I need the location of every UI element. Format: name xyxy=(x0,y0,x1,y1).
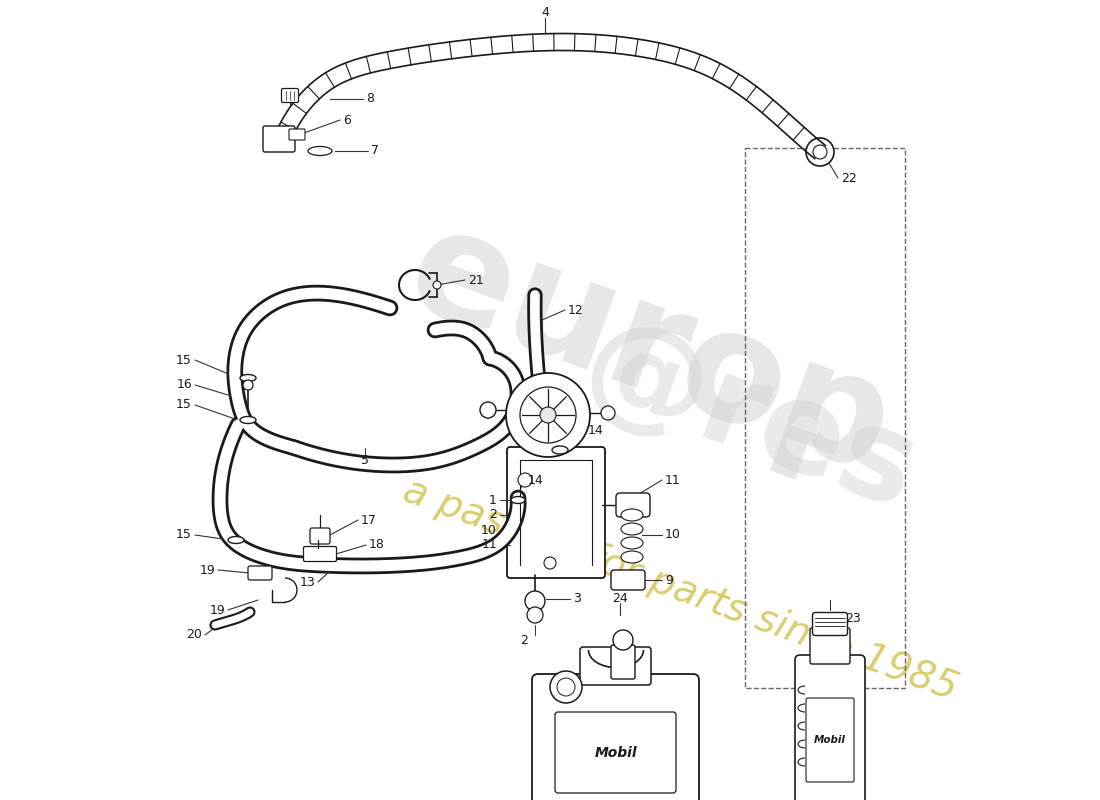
Text: 14: 14 xyxy=(528,474,543,486)
Text: 10: 10 xyxy=(481,523,497,537)
Text: europ: europ xyxy=(388,194,912,506)
Circle shape xyxy=(518,473,532,487)
Text: 14: 14 xyxy=(588,423,604,437)
FancyBboxPatch shape xyxy=(289,129,305,140)
Text: 8: 8 xyxy=(366,93,374,106)
Text: 15: 15 xyxy=(176,529,192,542)
Text: 15: 15 xyxy=(176,398,192,411)
Circle shape xyxy=(540,407,556,423)
Circle shape xyxy=(525,591,544,611)
Text: a passion for parts since 1985: a passion for parts since 1985 xyxy=(397,472,962,708)
FancyBboxPatch shape xyxy=(610,645,635,679)
Circle shape xyxy=(813,145,827,159)
Text: 22: 22 xyxy=(842,171,857,185)
FancyBboxPatch shape xyxy=(532,674,698,800)
Text: 19: 19 xyxy=(199,563,214,577)
FancyBboxPatch shape xyxy=(263,126,295,152)
Circle shape xyxy=(806,138,834,166)
FancyBboxPatch shape xyxy=(556,712,676,793)
Text: 1: 1 xyxy=(490,494,497,506)
Text: 9: 9 xyxy=(666,574,673,586)
Text: 5: 5 xyxy=(361,454,368,466)
Circle shape xyxy=(544,557,556,569)
FancyBboxPatch shape xyxy=(282,89,298,102)
Text: Mobil: Mobil xyxy=(595,746,637,760)
Circle shape xyxy=(243,380,253,390)
Text: 4: 4 xyxy=(541,6,549,18)
FancyBboxPatch shape xyxy=(806,698,854,782)
FancyBboxPatch shape xyxy=(507,447,605,578)
Text: 17: 17 xyxy=(361,514,377,526)
FancyBboxPatch shape xyxy=(580,647,651,685)
FancyBboxPatch shape xyxy=(310,528,330,544)
Text: 24: 24 xyxy=(612,591,628,605)
Circle shape xyxy=(601,406,615,420)
Ellipse shape xyxy=(240,374,256,382)
Text: 19: 19 xyxy=(209,603,226,617)
Text: 16: 16 xyxy=(176,378,192,391)
Text: @res: @res xyxy=(566,304,933,536)
Ellipse shape xyxy=(228,537,244,543)
Text: 23: 23 xyxy=(845,611,860,625)
Ellipse shape xyxy=(621,551,643,563)
Text: 15: 15 xyxy=(176,354,192,366)
Text: 10: 10 xyxy=(666,529,681,542)
Text: 3: 3 xyxy=(573,593,581,606)
Circle shape xyxy=(506,373,590,457)
Circle shape xyxy=(433,281,441,289)
Text: 2: 2 xyxy=(490,509,497,522)
FancyBboxPatch shape xyxy=(813,613,847,635)
Text: 13: 13 xyxy=(299,575,315,589)
Circle shape xyxy=(613,630,632,650)
Text: 20: 20 xyxy=(186,629,202,642)
Ellipse shape xyxy=(240,417,256,423)
FancyBboxPatch shape xyxy=(795,655,865,800)
FancyBboxPatch shape xyxy=(304,546,337,562)
Text: Mobil: Mobil xyxy=(814,735,846,745)
Circle shape xyxy=(480,402,496,418)
Circle shape xyxy=(520,387,576,443)
Ellipse shape xyxy=(308,146,332,155)
FancyBboxPatch shape xyxy=(248,566,272,580)
Circle shape xyxy=(527,607,543,623)
Ellipse shape xyxy=(512,497,525,503)
Text: 2: 2 xyxy=(520,634,528,646)
Text: 11: 11 xyxy=(666,474,681,486)
Circle shape xyxy=(557,678,575,696)
Text: 7: 7 xyxy=(371,145,380,158)
FancyBboxPatch shape xyxy=(610,570,645,590)
Text: 18: 18 xyxy=(368,538,385,551)
Text: 12: 12 xyxy=(568,303,584,317)
Ellipse shape xyxy=(621,509,643,521)
Text: 6: 6 xyxy=(343,114,351,126)
Text: 21: 21 xyxy=(468,274,484,286)
Text: 11: 11 xyxy=(482,538,497,551)
Ellipse shape xyxy=(621,523,643,535)
Ellipse shape xyxy=(552,446,568,454)
FancyBboxPatch shape xyxy=(810,628,850,664)
FancyBboxPatch shape xyxy=(616,493,650,517)
Ellipse shape xyxy=(621,537,643,549)
Circle shape xyxy=(550,671,582,703)
